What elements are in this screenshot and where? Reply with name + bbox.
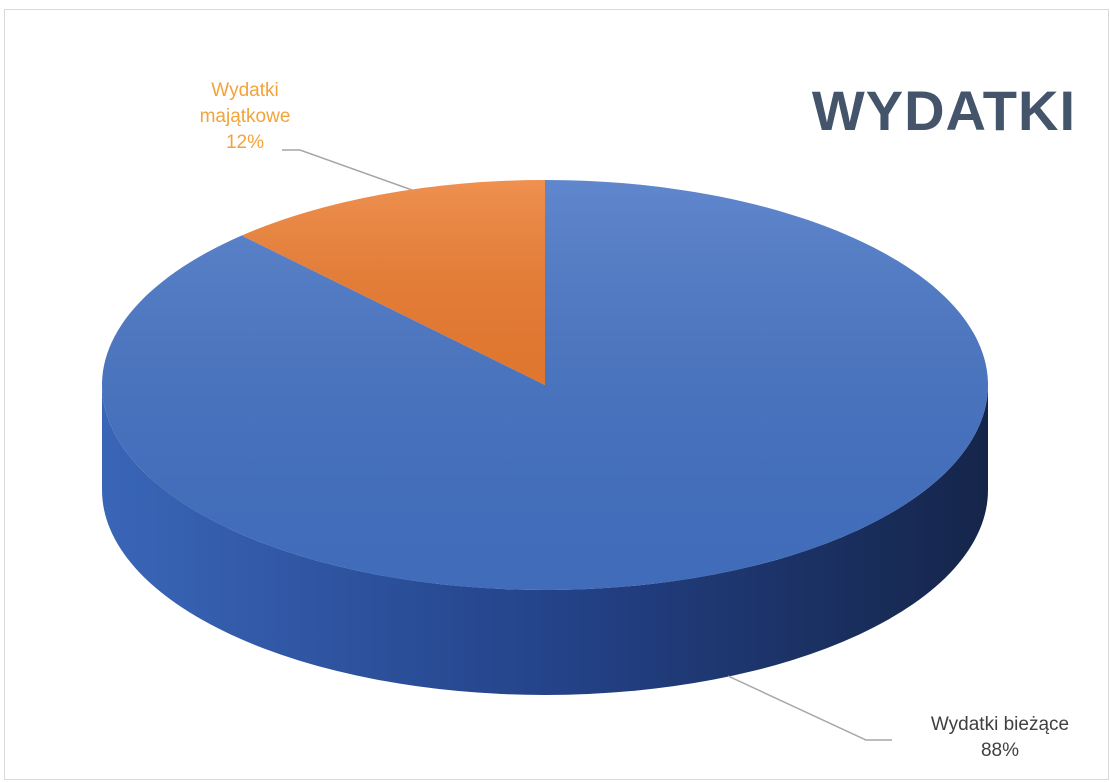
pie-side (102, 385, 988, 695)
label-value: 12% (225, 132, 265, 153)
chart-title: WYDATKI (811, 79, 1076, 142)
label-value: 88% (980, 740, 1020, 761)
leader-line (727, 675, 892, 741)
data-label: Wydatki majątkowe 12% (185, 78, 305, 156)
data-label: Wydatki bieżące 88% (900, 712, 1100, 764)
chart-border (4, 9, 1109, 780)
label-category: Wydatki bieżące (930, 714, 1070, 735)
label-category: Wydatki majątkowe (199, 80, 291, 127)
leader-line (282, 149, 413, 191)
